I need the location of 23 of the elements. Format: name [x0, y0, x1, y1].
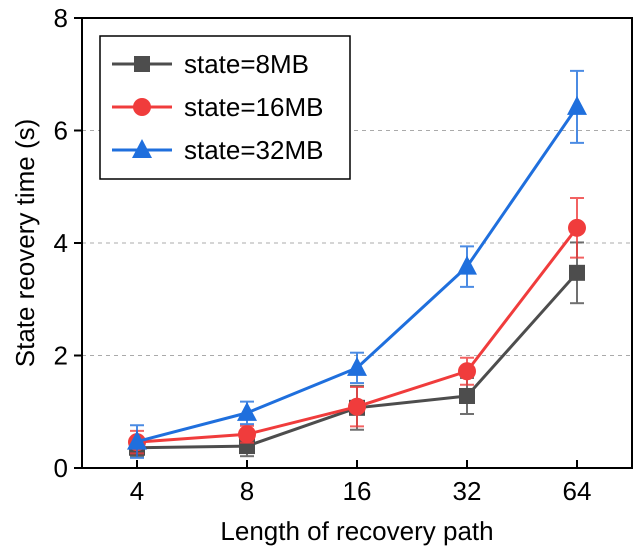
y-axis-title: State reovery time (s) [10, 118, 40, 368]
point [237, 402, 257, 421]
x-tick-label: 64 [562, 476, 592, 506]
y-tick-label: 4 [54, 228, 68, 258]
x-tick-label: 16 [342, 476, 372, 506]
x-tick-label: 8 [240, 476, 254, 506]
y-tick-label: 8 [54, 3, 68, 34]
point [459, 388, 475, 404]
point [457, 256, 477, 275]
legend-label: state=8MB [184, 49, 310, 80]
y-tick-label: 2 [54, 340, 68, 371]
point [568, 218, 586, 237]
x-axis-title: Length of recovery path [220, 516, 494, 546]
point [458, 362, 476, 380]
x-tick-label: 4 [130, 476, 144, 506]
y-tick-label: 6 [54, 116, 68, 146]
point [347, 356, 367, 376]
legend-label: state=32MB [184, 135, 324, 166]
y-tick-label: 0 [54, 453, 68, 484]
point [567, 96, 587, 115]
x-tick-label: 32 [452, 476, 482, 506]
legend-label: state=16MB [184, 92, 324, 122]
point [569, 264, 585, 281]
